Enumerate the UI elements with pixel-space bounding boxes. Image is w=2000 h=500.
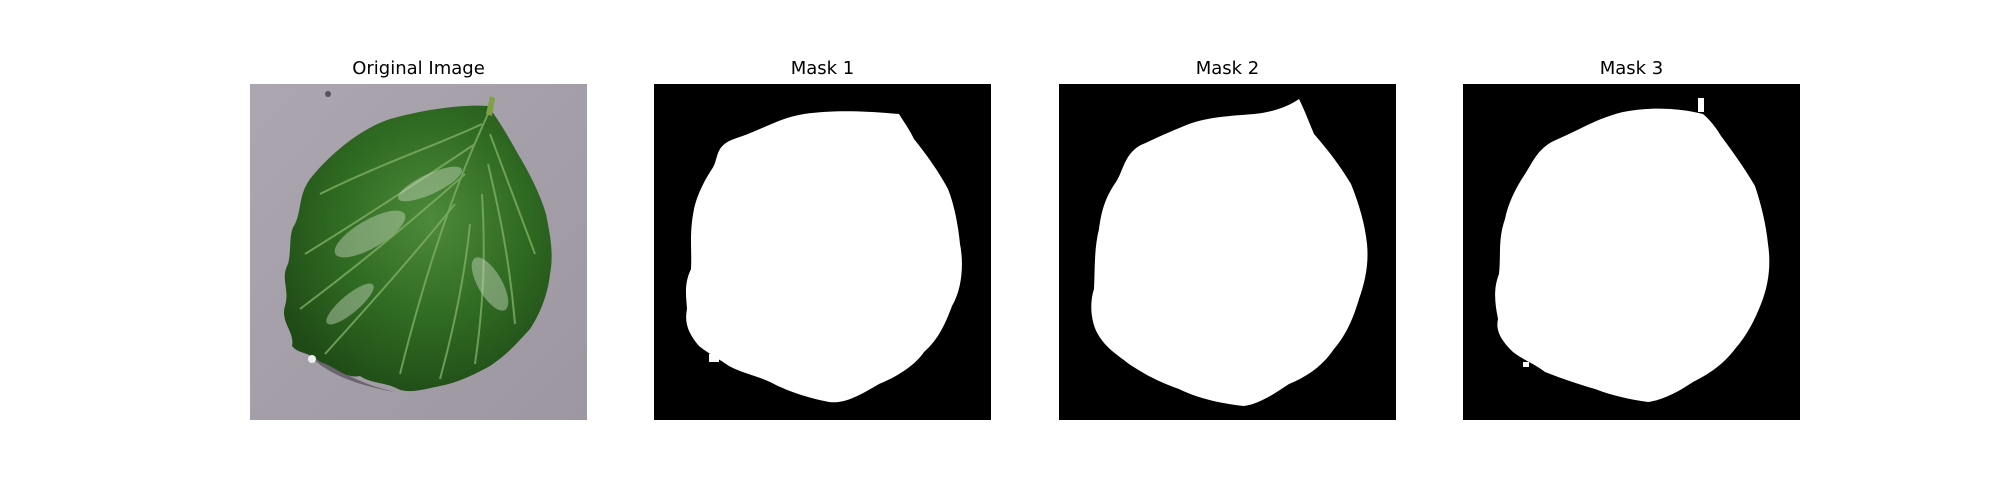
panel-title: Original Image — [352, 58, 485, 79]
mask-image — [1059, 84, 1396, 420]
panel-mask-2: Mask 2 — [1059, 0, 1396, 500]
leaf-photo — [250, 84, 587, 420]
panel-original-image: Original Image — [250, 0, 587, 500]
mask-image — [1463, 84, 1800, 420]
panel-mask-3: Mask 3 — [1463, 0, 1800, 500]
panel-mask-1: Mask 1 — [654, 0, 991, 500]
panel-title: Mask 1 — [790, 58, 855, 79]
mask-image — [654, 84, 991, 420]
panel-title: Mask 2 — [1195, 58, 1260, 79]
panel-title: Mask 3 — [1599, 58, 1664, 79]
